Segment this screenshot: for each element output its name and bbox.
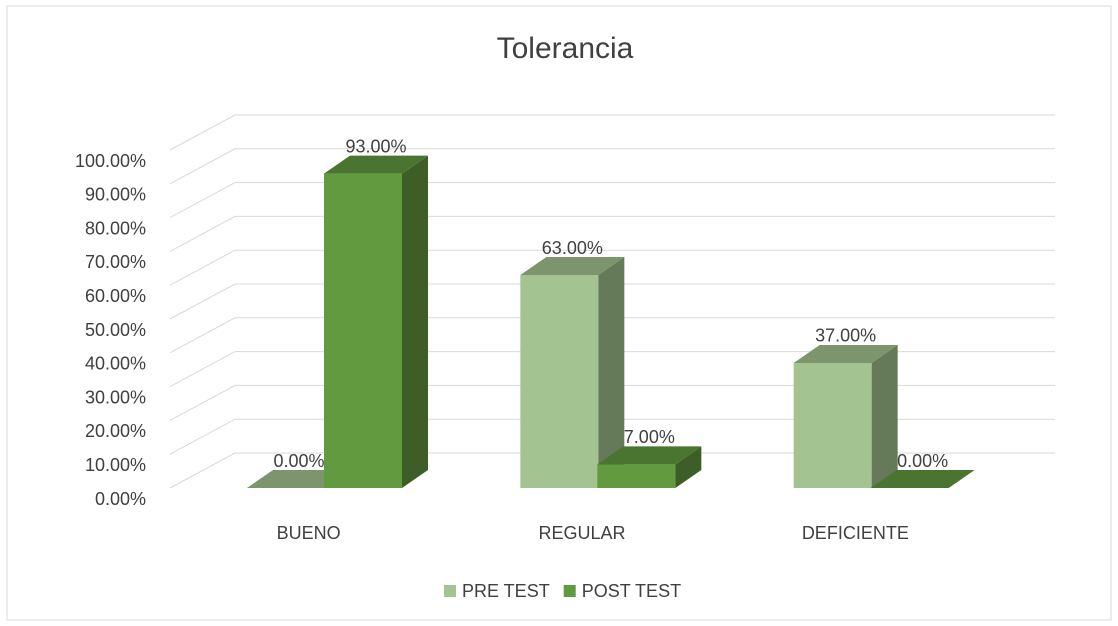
bar-front (597, 464, 676, 488)
y-tick-label: 50.00% (85, 320, 146, 340)
bar-side (675, 446, 702, 488)
bar-front (324, 173, 402, 488)
bar-side (402, 155, 428, 488)
grid-line (169, 148, 1055, 185)
bar-top (324, 155, 428, 174)
y-tick-label: 40.00% (85, 354, 146, 374)
grid-line (169, 283, 1055, 320)
value-label: 7.00% (624, 427, 675, 447)
y-tick-label: 20.00% (85, 421, 146, 441)
bar (870, 470, 975, 488)
chart-title: Tolerancia (497, 32, 634, 65)
value-label: 63.00% (542, 238, 603, 258)
bar-top (597, 446, 702, 465)
value-label: 37.00% (815, 326, 876, 346)
y-tick-label: 90.00% (85, 185, 146, 205)
legend-swatch (563, 585, 576, 597)
x-tick-label: BUENO (277, 523, 341, 543)
grid-line (169, 249, 1055, 286)
grid-line (169, 418, 1055, 455)
legend-label: PRE TEST (462, 581, 550, 601)
grid-line (169, 317, 1055, 354)
bar (793, 344, 898, 488)
grid-line (169, 452, 1055, 489)
bar-top (520, 257, 625, 276)
bar (597, 446, 702, 488)
value-label: 93.00% (345, 136, 406, 156)
legend-swatch (444, 585, 456, 597)
bar-top (870, 470, 975, 488)
y-tick-label: 100.00% (75, 151, 146, 171)
x-tick-label: REGULAR (538, 523, 625, 543)
bar-front (793, 362, 872, 488)
grid-line (169, 351, 1055, 388)
y-tick-label: 30.00% (85, 387, 146, 407)
bar (520, 257, 625, 488)
y-tick-label: 60.00% (85, 286, 146, 306)
grid-line (169, 182, 1055, 219)
bar-side (871, 344, 898, 488)
grid-line (169, 215, 1055, 252)
y-tick-label: 10.00% (85, 455, 146, 475)
bar-side (598, 257, 625, 488)
value-label: 0.00% (897, 451, 948, 471)
y-tick-label: 0.00% (95, 489, 146, 509)
bar (324, 155, 428, 488)
grid-line (169, 384, 1055, 421)
value-label: 0.00% (273, 451, 324, 471)
y-tick-label: 80.00% (85, 218, 146, 238)
x-tick-label: DEFICIENTE (802, 523, 909, 543)
y-tick-label: 70.00% (85, 252, 146, 272)
bar-front (520, 275, 599, 488)
bar-top (793, 344, 898, 363)
grid-line (169, 114, 1055, 151)
legend-label: POST TEST (582, 581, 681, 601)
